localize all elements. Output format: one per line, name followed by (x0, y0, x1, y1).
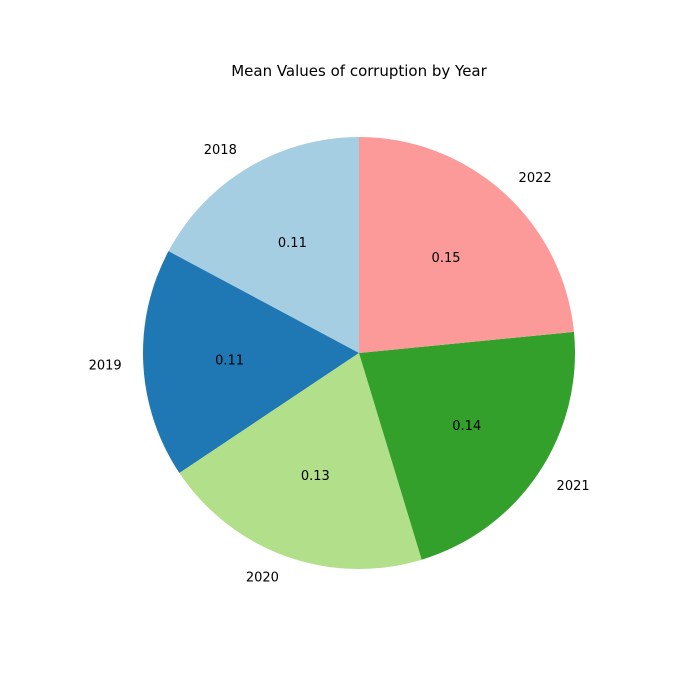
slice-value-label: 0.11 (215, 353, 244, 368)
pie-slices (143, 137, 575, 569)
chart-title: Mean Values of corruption by Year (231, 62, 487, 80)
pie-slice-2018 (168, 137, 359, 353)
slice-value-label: 0.11 (278, 236, 307, 251)
slice-category-label: 2020 (246, 571, 279, 586)
slice-value-label: 0.15 (432, 251, 461, 266)
slice-category-label: 2019 (89, 359, 122, 374)
pie-slice-2020 (179, 353, 422, 569)
pie-slice-2019 (143, 251, 359, 474)
pie-labels: 2018 0.11 2019 0.11 2020 0.13 2021 0.14 2022 0.15 (89, 143, 590, 586)
slice-category-label: 2022 (519, 171, 552, 186)
pie-slice-2022 (359, 137, 574, 353)
pie-slice-2021 (359, 331, 575, 560)
slice-category-label: 2018 (204, 143, 237, 158)
slice-value-label: 0.13 (301, 469, 330, 484)
slice-value-label: 0.14 (452, 419, 481, 434)
slice-category-label: 2021 (557, 479, 590, 494)
